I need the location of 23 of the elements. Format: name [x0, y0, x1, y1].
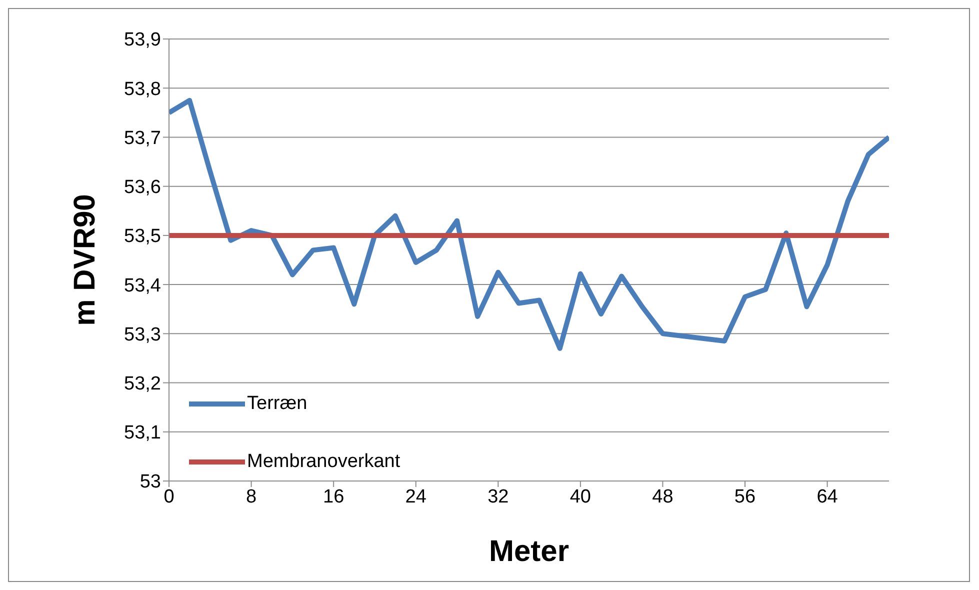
y-tick-label: 53,4 — [124, 275, 162, 296]
y-tick-label: 53,6 — [124, 177, 161, 198]
x-tick-label: 56 — [734, 486, 756, 508]
x-tick-label: 16 — [323, 486, 344, 508]
y-axis-title: m DVR90 — [68, 194, 102, 326]
y-tick-label: 53,9 — [124, 30, 161, 51]
y-tick-label: 53,5 — [124, 226, 161, 248]
y-tick-label: 53,7 — [124, 128, 161, 149]
y-tick-label: 53,1 — [124, 422, 161, 444]
x-tick-label: 8 — [246, 486, 257, 508]
legend-label: Membranoverkant — [247, 450, 400, 474]
x-tick-label: 24 — [405, 486, 427, 508]
x-tick-label: 64 — [816, 486, 838, 508]
legend-label: Terræn — [247, 392, 308, 416]
x-tick-label: 40 — [570, 486, 591, 508]
x-tick-label: 48 — [652, 486, 674, 508]
y-tick-label: 53,8 — [124, 78, 161, 100]
x-tick-label: 0 — [164, 486, 174, 508]
x-axis-title: Meter — [488, 535, 570, 568]
y-tick-label: 53 — [140, 472, 161, 493]
y-tick-label: 53,3 — [124, 324, 161, 346]
y-tick-label: 53,2 — [124, 374, 161, 395]
x-tick-label: 32 — [488, 486, 509, 508]
